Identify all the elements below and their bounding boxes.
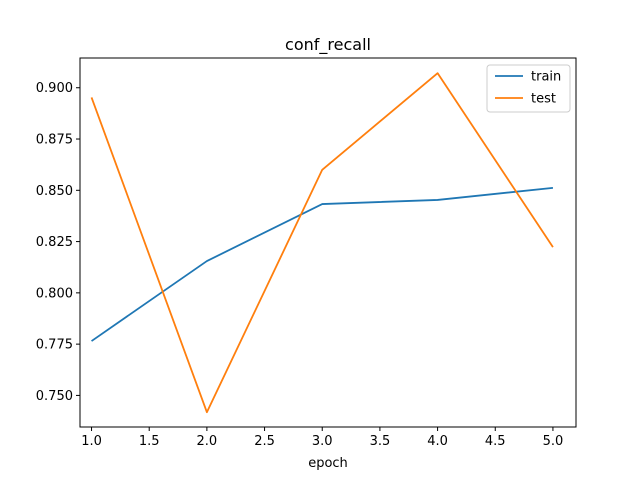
chart-title: conf_recall xyxy=(285,35,371,55)
y-tick-label: 0.775 xyxy=(36,338,73,353)
x-tick-label: 2.0 xyxy=(197,434,218,449)
y-tick-label: 0.850 xyxy=(36,184,73,199)
y-tick-label: 0.750 xyxy=(36,389,73,404)
y-tick-label: 0.800 xyxy=(36,286,73,301)
x-tick-label: 5.0 xyxy=(543,434,564,449)
x-tick-label: 4.5 xyxy=(485,434,506,449)
series-line-test xyxy=(90,72,554,414)
y-tick-label: 0.825 xyxy=(36,235,73,250)
legend-label-test: test xyxy=(531,92,556,107)
legend: train test xyxy=(486,64,571,113)
x-tick-label: 3.5 xyxy=(370,434,391,449)
x-tick-label: 4.0 xyxy=(427,434,448,449)
x-tick-label: 1.0 xyxy=(81,434,102,449)
plot-frame xyxy=(79,57,577,428)
y-axis: 0.750 0.775 0.800 0.825 0.850 0.875 0.900 xyxy=(36,81,80,404)
x-axis: 1.0 1.5 2.0 2.5 3.0 3.5 4.0 4.5 5.0 xyxy=(81,427,563,449)
y-tick-label: 0.900 xyxy=(36,81,73,96)
x-axis-label: epoch xyxy=(308,456,348,471)
x-tick-label: 3.0 xyxy=(312,434,333,449)
legend-label-train: train xyxy=(531,70,561,85)
x-tick-label: 2.5 xyxy=(254,434,275,449)
series-layer xyxy=(90,72,554,414)
y-tick-label: 0.875 xyxy=(36,133,73,148)
series-line-train xyxy=(91,186,554,342)
x-tick-label: 1.5 xyxy=(139,434,160,449)
